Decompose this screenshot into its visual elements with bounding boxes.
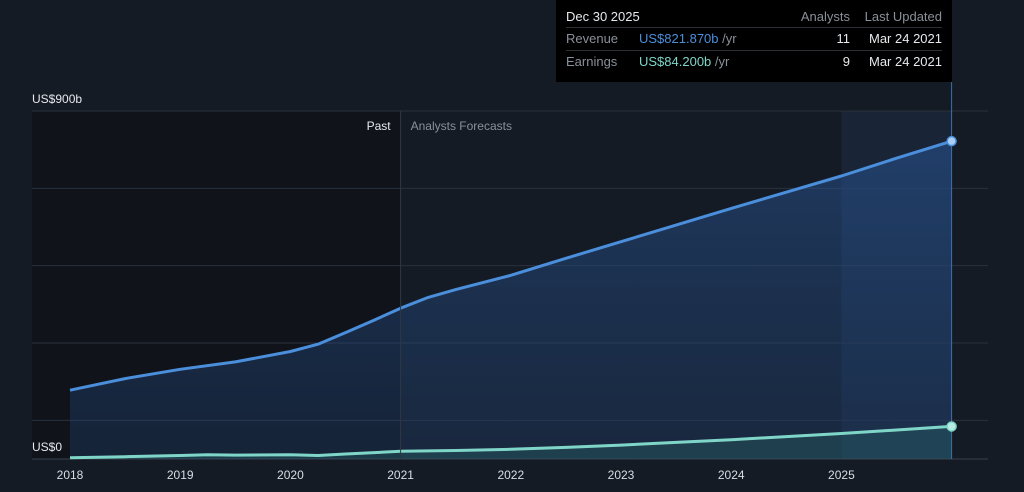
forecast-label: Analysts Forecasts bbox=[411, 119, 512, 133]
revenue-value: US$821.870b bbox=[639, 31, 719, 46]
x-tick-label: 2025 bbox=[828, 468, 855, 482]
earnings-line bbox=[69, 424, 952, 460]
x-tick-label: 2023 bbox=[608, 468, 635, 482]
revenue-unit: /yr bbox=[722, 31, 737, 46]
x-tick-label: 2022 bbox=[497, 468, 524, 482]
revenue-line bbox=[69, 139, 953, 392]
tooltip-date: Dec 30 2025 bbox=[566, 9, 640, 24]
y-tick-label: US$900b bbox=[32, 92, 82, 106]
x-tick-label: 2024 bbox=[718, 468, 745, 482]
earnings-value: US$84.200b bbox=[639, 54, 712, 69]
x-tick-label: 2020 bbox=[277, 468, 304, 482]
revenue-analysts: 11 bbox=[836, 31, 851, 46]
x-tick-label: 2018 bbox=[57, 468, 84, 482]
tooltip-row-revenue: Revenue US$821.870b /yr 11 Mar 24 2021 bbox=[566, 28, 942, 51]
y-tick-label: US$0 bbox=[32, 440, 62, 454]
earnings-label: Earnings bbox=[566, 54, 618, 69]
revenue-updated: Mar 24 2021 bbox=[869, 31, 942, 46]
revenue-end-point[interactable] bbox=[946, 135, 957, 147]
x-axis-labels: 2018 2019 2020 2021 2022 2023 2024 2025 bbox=[57, 468, 855, 482]
earnings-analysts: 9 bbox=[842, 54, 850, 69]
earnings-value-group: US$84.200b /yr bbox=[639, 51, 729, 73]
revenue-label: Revenue bbox=[566, 31, 619, 46]
tooltip-row-earnings: Earnings US$84.200b /yr 9 Mar 24 2021 bbox=[566, 51, 942, 73]
tooltip-header: Dec 30 2025 Analysts Last Updated bbox=[566, 0, 942, 28]
last-updated-header: Last Updated bbox=[864, 9, 942, 24]
earnings-unit: /yr bbox=[714, 54, 730, 69]
past-label: Past bbox=[367, 119, 392, 133]
analysts-header: Analysts bbox=[800, 9, 850, 24]
x-tick-label: 2021 bbox=[387, 468, 414, 482]
y-axis-labels: US$900b US$0 bbox=[32, 92, 82, 454]
data-tooltip: Dec 30 2025 Analysts Last Updated Revenu… bbox=[556, 0, 952, 82]
revenue-area bbox=[70, 141, 952, 459]
earnings-updated: Mar 24 2021 bbox=[869, 54, 942, 69]
earnings-end-point[interactable] bbox=[946, 421, 957, 432]
revenue-value-group: US$821.870b /yr bbox=[639, 28, 737, 50]
earnings-area bbox=[70, 426, 952, 459]
x-tick-label: 2019 bbox=[167, 468, 194, 482]
